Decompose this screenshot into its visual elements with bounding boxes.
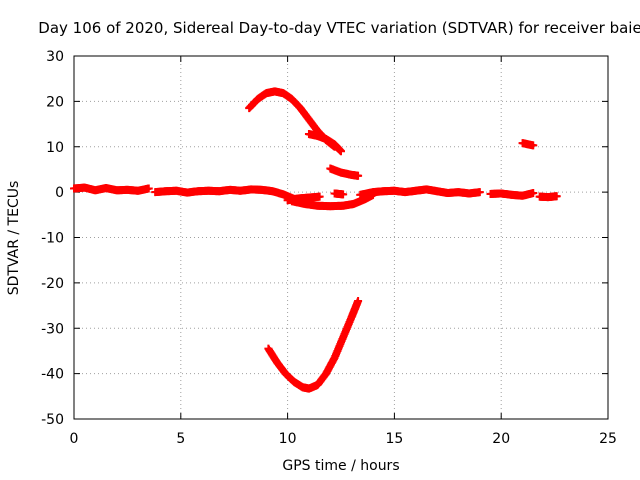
data-point [475,188,484,197]
data-point [144,184,153,193]
data-point [354,297,363,306]
data-point [529,189,538,198]
series-13 [264,297,363,393]
data-point [339,190,348,199]
series-6 [356,185,484,199]
tick-labels: 0 5 10 15 20 25 30 20 10 0 -10 -20 -30 -40 -50 [41,49,617,447]
y-tick-label: -20 [41,276,64,292]
x-tick-label: 25 [599,431,617,447]
data-points [70,87,561,393]
series-11 [326,164,363,180]
series-7 [486,189,538,200]
y-tick-label: -10 [41,231,64,247]
y-tick-label: 20 [46,94,64,110]
y-tick-label: 0 [55,185,64,201]
x-tick-label: 10 [279,431,297,447]
series-4 [330,189,348,199]
series-1 [70,183,153,195]
series-10 [304,130,345,156]
y-tick-label: -30 [41,321,64,337]
data-point [354,171,363,180]
data-point [552,192,561,201]
x-tick-label: 5 [176,431,185,447]
series-5 [287,190,378,211]
series-12 [518,139,538,150]
y-tick-label: -50 [41,412,64,428]
data-point [337,147,345,156]
y-tick-label: 10 [46,140,64,156]
series-8 [535,192,561,202]
grid [73,55,609,420]
x-tick-label: 0 [70,431,79,447]
data-point [529,141,538,150]
y-tick-label: -40 [41,367,64,383]
y-axis-label: SDTVAR / TECUs [6,181,22,296]
x-axis-label: GPS time / hours [282,458,399,474]
x-tick-label: 20 [492,431,510,447]
chart-title: Day 106 of 2020, Sidereal Day-to-day VTE… [38,19,640,37]
y-tick-label: 30 [46,49,64,65]
data-point [315,192,324,201]
x-tick-label: 15 [385,431,403,447]
series-2 [151,185,299,203]
